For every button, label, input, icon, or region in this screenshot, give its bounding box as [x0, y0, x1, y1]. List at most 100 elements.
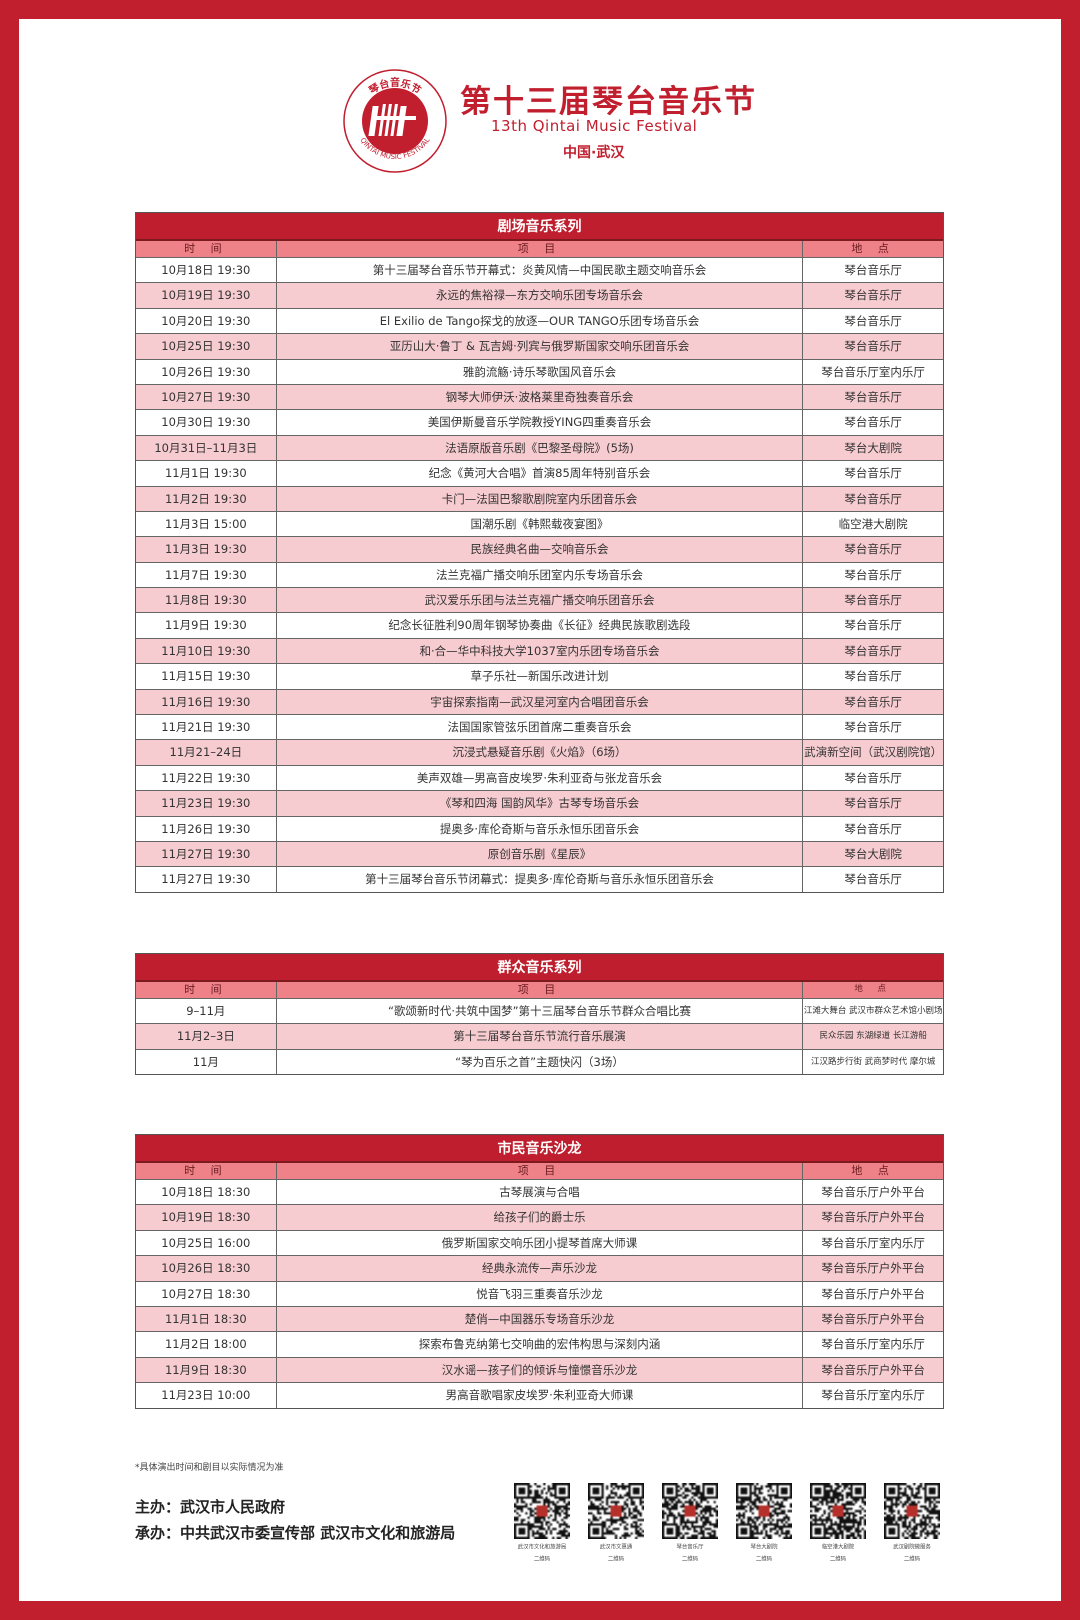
qr-code-image[interactable] — [884, 1483, 940, 1539]
event-title: 卡门—法国巴黎歌剧院室内乐团音乐会 — [277, 486, 804, 511]
event-venue: 琴台音乐厅室内乐厅 — [821, 364, 925, 379]
event-venue: 琴台大剧院 — [844, 440, 902, 455]
organizer: 承办：中共武汉市委宣传部 武汉市文化和旅游局 — [135, 1524, 456, 1542]
qr-code-image[interactable] — [736, 1483, 792, 1539]
column-header-item: 项 目 — [277, 1163, 804, 1179]
event-time: 11月3日 19:30 — [136, 537, 277, 562]
festival-location: 中国·武汉 — [563, 145, 625, 161]
event-title: 提奥多·库伦奇斯与音乐永恒乐团音乐会 — [277, 816, 804, 841]
event-time: 11月7日 19:30 — [136, 562, 277, 588]
qr-caption-sub: 二维码 — [755, 1556, 773, 1563]
table-row: 10月27日 19:30 钢琴大师伊沃·波格莱里奇独奏音乐会 琴台音乐厅 — [136, 383, 943, 410]
section-title: 群众音乐系列 — [136, 954, 943, 982]
festival-title: 第十三届琴台音乐节 — [460, 84, 757, 120]
column-header-time: 时 间 — [136, 241, 277, 257]
table-row: 10月19日 19:30 永远的焦裕禄—东方交响乐团专场音乐会 琴台音乐厅 — [136, 282, 943, 308]
qr-code[interactable]: 武汉剧院微服务 二维码 — [882, 1483, 942, 1563]
event-time: 9–11月 — [136, 999, 277, 1024]
event-time: 10月26日 18:30 — [136, 1256, 277, 1281]
event-venue: 江汉路步行街 武商梦时代 摩尔城 — [810, 1056, 936, 1067]
qr-caption: 武汉市文惠通 — [599, 1544, 633, 1551]
event-title: El Exilio de Tango探戈的放逐—OUR TANGO乐团专场音乐会 — [277, 308, 804, 334]
event-time: 10月25日 19:30 — [136, 334, 277, 359]
table-row: 10月31日–11月3日 法语原版音乐剧《巴黎圣母院》(5场) 琴台大剧院 — [136, 434, 943, 461]
qr-code-image[interactable] — [810, 1483, 866, 1539]
event-venue: 琴台音乐厅 — [844, 669, 902, 684]
event-title: 悦音飞羽三重奏音乐沙龙 — [277, 1281, 804, 1306]
column-header-venue: 地 点 — [851, 242, 895, 255]
qr-code[interactable]: 琴台音乐厅 二维码 — [660, 1483, 720, 1563]
qr-code-image[interactable] — [588, 1483, 644, 1539]
event-time: 11月1日 19:30 — [136, 461, 277, 486]
table-row: 11月23日 10:00 男高音歌唱家皮埃罗·朱利亚奇大师课 琴台音乐厅室内乐厅 — [136, 1382, 943, 1408]
event-title: 武汉爱乐乐团与法兰克福广播交响乐团音乐会 — [277, 588, 804, 613]
table-row: 11月27日 19:30 第十三届琴台音乐节闭幕式：提奥多·库伦奇斯与音乐永恒乐… — [136, 866, 943, 892]
qr-code[interactable]: 琴台大剧院 二维码 — [734, 1483, 794, 1563]
event-title: 第十三届琴台音乐节开幕式：炎黄风情—中国民歌主题交响音乐会 — [277, 258, 804, 283]
event-venue: 琴台音乐厅室内乐厅 — [821, 1337, 925, 1352]
table-row: 11月26日 19:30 提奥多·库伦奇斯与音乐永恒乐团音乐会 琴台音乐厅 — [136, 815, 943, 841]
table-row: 11月8日 19:30 武汉爱乐乐团与法兰克福广播交响乐团音乐会 琴台音乐厅 — [136, 587, 943, 613]
table-header: 时 间 项 目 地 点 — [136, 241, 943, 257]
event-title: 楚俏—中国器乐专场音乐沙龙 — [277, 1306, 804, 1332]
event-title: 美声双雄—男高音皮埃罗·朱利亚奇与张龙音乐会 — [277, 765, 804, 791]
event-time: 11月27日 19:30 — [136, 841, 277, 867]
event-title: 经典永流传—声乐沙龙 — [277, 1256, 804, 1281]
column-header-item: 项 目 — [277, 241, 804, 257]
qr-code[interactable]: 武汉市文化和旅游局 二维码 — [512, 1483, 572, 1563]
event-venue: 琴台音乐厅室内乐厅 — [821, 1388, 925, 1403]
event-venue: 琴台音乐厅 — [844, 288, 902, 303]
qr-code[interactable]: 临空港大剧院 二维码 — [808, 1483, 868, 1563]
table-row: 11月9日 18:30 汉水谣—孩子们的倾诉与憧憬音乐沙龙 琴台音乐厅户外平台 — [136, 1356, 943, 1383]
event-venue: 琴台音乐厅 — [844, 643, 902, 658]
table-row: 11月2日 19:30 卡门—法国巴黎歌剧院室内乐团音乐会 琴台音乐厅 — [136, 485, 943, 511]
qr-code-image[interactable] — [514, 1483, 570, 1539]
event-title: 法国国家管弦乐团首席二重奏音乐会 — [277, 715, 804, 740]
event-venue: 临空港大剧院 — [838, 516, 908, 531]
event-venue: 琴台音乐厅 — [844, 618, 902, 633]
event-time: 10月18日 18:30 — [136, 1180, 277, 1205]
table-row: 10月25日 16:00 俄罗斯国家交响乐团小提琴首席大师课 琴台音乐厅室内乐厅 — [136, 1229, 943, 1256]
event-venue: 琴台音乐厅 — [844, 263, 902, 277]
event-venue: 琴台音乐厅 — [844, 720, 902, 735]
event-venue: 武演新空间（武汉剧院馆） — [804, 745, 943, 760]
table-row: 10月26日 18:30 经典永流传—声乐沙龙 琴台音乐厅户外平台 — [136, 1255, 943, 1281]
event-time: 10月20日 19:30 — [136, 308, 277, 334]
event-time: 10月27日 18:30 — [136, 1281, 277, 1306]
table-row: 10月30日 19:30 美国伊斯曼音乐学院教授YING四重奏音乐会 琴台音乐厅 — [136, 409, 943, 435]
event-title: 永远的焦裕禄—东方交响乐团专场音乐会 — [277, 283, 804, 308]
table-row: 11月7日 19:30 法兰克福广播交响乐团室内乐专场音乐会 琴台音乐厅 — [136, 561, 943, 588]
event-venue: 琴台大剧院 — [844, 846, 902, 861]
table-row: 11月2–3日 第十三届琴台音乐节流行音乐展演 民众乐园 东湖绿道 长江游船 — [136, 1023, 943, 1049]
qr-code[interactable]: 武汉市文惠通 二维码 — [586, 1483, 646, 1563]
event-time: 11月27日 19:30 — [136, 867, 277, 892]
table-row: 11月27日 19:30 原创音乐剧《星辰》 琴台大剧院 — [136, 840, 943, 867]
event-time: 10月26日 19:30 — [136, 359, 277, 384]
event-time: 11月21日 19:30 — [136, 715, 277, 740]
column-header-item: 项 目 — [277, 982, 804, 998]
event-time: 11月8日 19:30 — [136, 588, 277, 613]
qr-caption: 武汉市文化和旅游局 — [517, 1544, 567, 1551]
svg-text:琴台音乐节: 琴台音乐节 — [366, 76, 423, 97]
event-time: 11月21–24日 — [136, 740, 277, 765]
event-title: 雅韵流觞·诗乐琴歌国风音乐会 — [277, 359, 804, 384]
event-title: 《琴和四海 国韵风华》古琴专场音乐会 — [277, 791, 804, 816]
table-row: 10月18日 19:30 第十三届琴台音乐节开幕式：炎黄风情—中国民歌主题交响音… — [136, 257, 943, 283]
qr-code-image[interactable] — [662, 1483, 718, 1539]
qr-caption: 琴台大剧院 — [750, 1544, 778, 1551]
event-venue: 琴台音乐厅 — [844, 593, 902, 608]
event-time: 11月9日 19:30 — [136, 613, 277, 638]
schedule-table: 市民音乐沙龙 时 间 项 目 地 点 10月18日 18:30 古琴展演与合唱 … — [135, 1134, 944, 1409]
qr-caption-sub: 二维码 — [533, 1556, 551, 1563]
event-venue: 民众乐园 东湖绿道 长江游船 — [819, 1031, 927, 1042]
table-row: 11月1日 18:30 楚俏—中国器乐专场音乐沙龙 琴台音乐厅户外平台 — [136, 1305, 943, 1332]
table-row: 11月3日 19:30 民族经典名曲—交响音乐会 琴台音乐厅 — [136, 536, 943, 562]
table-row: 11月21日 19:30 法国国家管弦乐团首席二重奏音乐会 琴台音乐厅 — [136, 714, 943, 740]
event-title: 汉水谣—孩子们的倾诉与憧憬音乐沙龙 — [277, 1357, 804, 1383]
event-venue: 琴台音乐厅户外平台 — [821, 1311, 925, 1326]
event-time: 11月23日 10:00 — [136, 1383, 277, 1408]
festival-logo: 琴台音乐节 QINTAI MUSIC FESTIVAL — [343, 69, 447, 173]
event-time: 11月22日 19:30 — [136, 765, 277, 791]
event-time: 10月27日 19:30 — [136, 384, 277, 410]
event-title: “歌颂新时代·共筑中国梦”第十三届琴台音乐节群众合唱比赛 — [277, 999, 804, 1024]
